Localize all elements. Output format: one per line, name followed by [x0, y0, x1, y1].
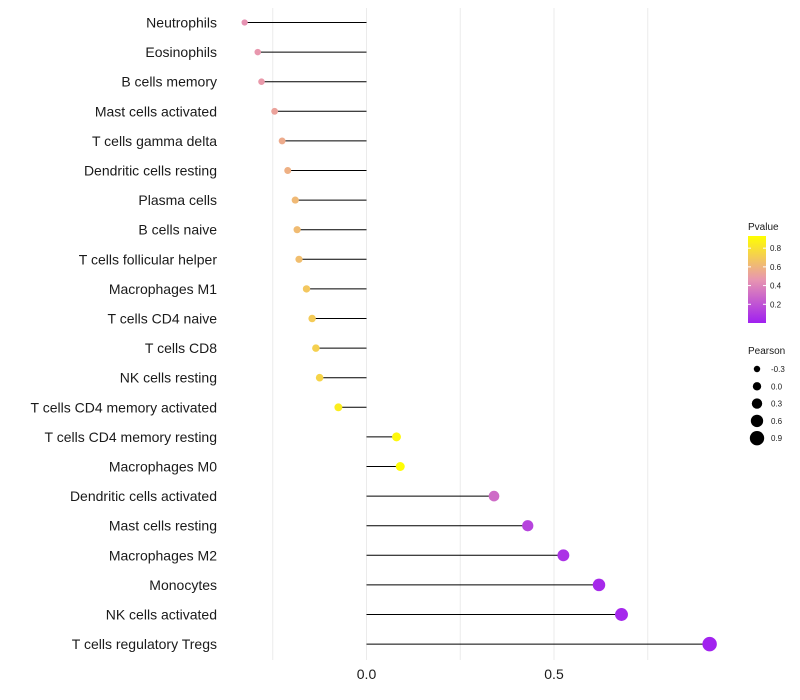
pearson-legend-key	[751, 398, 763, 409]
pearson-legend-label: 0.3	[771, 400, 783, 409]
category-label: NK cells activated	[106, 607, 217, 623]
pearson-legend-key	[749, 431, 765, 446]
category-label: Macrophages M2	[109, 547, 217, 563]
category-label: T cells regulatory Tregs	[72, 636, 217, 652]
category-label: T cells CD8	[145, 340, 217, 356]
category-label: B cells memory	[121, 74, 217, 90]
pvalue-legend-tick: 0.8	[770, 244, 782, 253]
category-label: B cells naive	[138, 222, 217, 238]
category-label: Monocytes	[149, 577, 217, 593]
pvalue-legend-title: Pvalue	[748, 222, 779, 233]
lollipop-point	[284, 166, 292, 175]
lollipop-point	[241, 19, 248, 26]
lollipop-point	[315, 373, 324, 382]
category-label: Macrophages M0	[109, 459, 217, 475]
category-label: Mast cells resting	[109, 518, 217, 534]
lollipop-point	[302, 285, 311, 293]
lollipop-point	[702, 636, 717, 652]
lollipop-point	[395, 462, 405, 471]
lollipop-point	[522, 520, 534, 532]
category-label: T cells follicular helper	[79, 251, 218, 267]
lollipop-point	[278, 137, 286, 145]
x-tick-label: 0.0	[357, 666, 377, 682]
lollipop-point	[254, 48, 261, 56]
pearson-legend-key	[750, 414, 764, 428]
lollipop-point	[557, 549, 570, 562]
category-label: T cells gamma delta	[92, 133, 217, 149]
category-label: T cells CD4 memory activated	[31, 399, 217, 415]
lollipop-point	[295, 255, 303, 263]
category-label: T cells CD4 memory resting	[45, 429, 217, 445]
category-label: Dendritic cells resting	[84, 163, 217, 179]
lollipop-point	[592, 578, 606, 592]
category-label: Dendritic cells activated	[70, 488, 217, 504]
pearson-legend-title: Pearson	[748, 346, 785, 357]
lollipop-point	[271, 107, 279, 115]
category-label: Mast cells activated	[95, 103, 217, 119]
pearson-legend-label: -0.3	[771, 365, 785, 374]
pvalue-legend-tick: 0.2	[770, 300, 782, 309]
lollipop-point	[312, 344, 320, 352]
lollipop-point	[293, 226, 301, 234]
lollipop-point	[488, 490, 500, 502]
pvalue-legend-tick: 0.4	[770, 282, 782, 291]
lollipop-point	[258, 78, 265, 85]
pvalue-colorbar	[748, 236, 766, 323]
lollipop-point	[392, 432, 401, 442]
pearson-legend-key	[753, 365, 761, 373]
category-label: Neutrophils	[146, 15, 217, 31]
pvalue-legend-tick: 0.6	[770, 263, 782, 272]
lollipop-point	[291, 196, 299, 204]
x-tick-label: 0.5	[544, 666, 564, 682]
pearson-legend-label: 0.9	[771, 434, 783, 443]
category-label: Plasma cells	[138, 192, 217, 208]
lollipop-point	[308, 314, 316, 323]
category-label: Macrophages M1	[109, 281, 217, 297]
category-label: T cells CD4 naive	[108, 311, 218, 327]
lollipop-point	[334, 403, 343, 412]
pearson-legend-label: 0.6	[771, 417, 783, 426]
pearson-legend-key	[752, 382, 762, 391]
category-label: NK cells resting	[120, 370, 217, 386]
pearson-legend-label: 0.0	[771, 382, 783, 391]
lollipop-point	[615, 608, 628, 621]
category-label: Eosinophils	[145, 44, 217, 60]
